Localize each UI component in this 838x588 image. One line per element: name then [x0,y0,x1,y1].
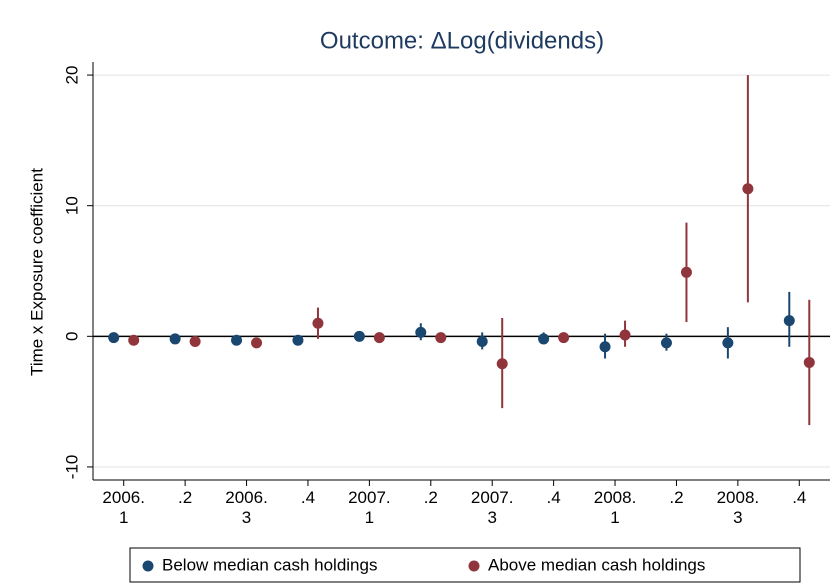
point [619,329,631,341]
point [680,266,692,278]
y-tick-label: 10 [62,196,81,215]
point [538,333,550,345]
x-tick-label: 2008. 1 [593,488,637,527]
point [108,332,120,344]
x-tick-label: .2 [423,488,438,507]
point [803,356,815,368]
point [128,334,140,346]
point [415,326,427,338]
x-tick-label: .2 [669,488,684,507]
legend-marker [142,560,154,572]
point [189,336,201,348]
point [742,183,754,195]
x-tick-label: 2007. 1 [348,488,391,527]
point [231,334,243,346]
x-tick-label: 2006. 1 [102,488,145,527]
point [169,333,181,345]
point [251,337,263,349]
x-tick-label: .4 [300,488,316,507]
x-tick-label: 2008. 3 [716,488,760,527]
chart-title: Outcome: ΔLog(dividends) [320,27,604,54]
legend-label: Below median cash holdings [162,555,377,574]
legend-box [129,547,801,583]
point [373,332,385,344]
x-tick-label: .4 [546,488,561,507]
legend-marker [468,560,480,572]
point [353,330,365,342]
point [476,336,488,348]
point [435,332,447,344]
point [722,337,734,349]
legend-label: Above median cash holdings [488,555,705,574]
point [496,358,508,370]
point [783,315,795,327]
x-tick-label: 2006. 3 [225,488,268,527]
y-tick-label: -10 [62,455,81,480]
point [312,317,324,329]
y-tick-label: 20 [62,66,81,85]
point [292,334,304,346]
x-tick-label: .2 [178,488,193,507]
x-tick-label: .4 [792,488,807,507]
y-tick-label: 0 [62,332,81,341]
y-axis-label: Time x Exposure coefficient [27,168,46,376]
point [558,332,570,344]
point [660,337,672,349]
point [599,341,611,353]
x-tick-label: 2007. 3 [470,488,514,527]
